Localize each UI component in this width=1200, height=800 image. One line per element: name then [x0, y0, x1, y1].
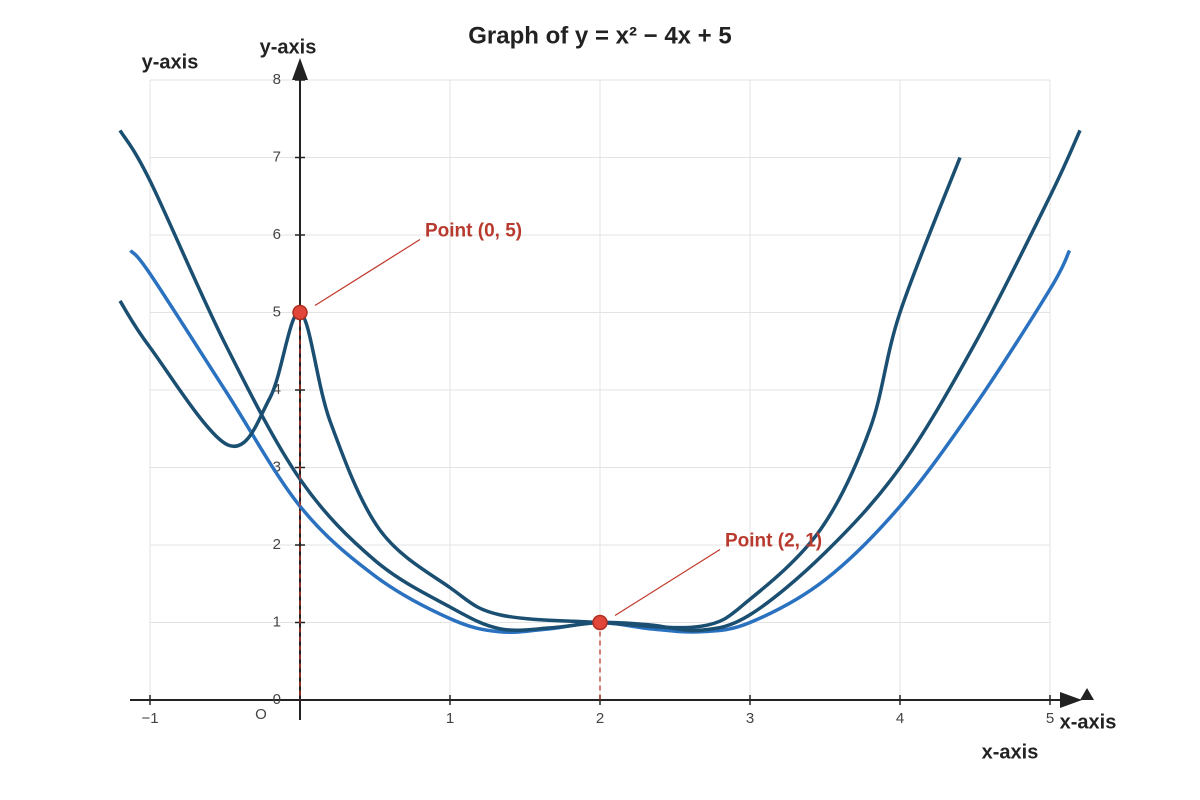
y-tick-label: 7: [273, 148, 281, 165]
y-tick-label: 1: [273, 613, 281, 630]
y-tick-label: 8: [273, 71, 281, 88]
x-tick-label: 4: [896, 710, 904, 727]
x-tick-label: −1: [141, 710, 158, 727]
chart-title: Graph of y = x² − 4x + 5: [468, 22, 731, 49]
point: [292, 304, 308, 321]
y-tick-label: 4: [273, 381, 281, 398]
x-tick-label: 5: [1046, 710, 1054, 727]
x-tick-label: 1: [446, 710, 454, 727]
annotation: Point (2, 1): [725, 531, 822, 552]
point: [592, 614, 608, 631]
x-arrow: [1060, 692, 1082, 708]
y-arrow: [292, 58, 308, 80]
curve: [118, 156, 962, 630]
grid: [149, 79, 1051, 701]
x-axis-label: x-axis: [1060, 711, 1117, 733]
x-axis-label: x-axis: [982, 741, 1039, 763]
y-tick-label: 5: [273, 303, 281, 320]
y-axis-label: y-axis: [142, 51, 199, 73]
x-tick-label: 2: [596, 710, 604, 727]
x-arrow: [1080, 688, 1094, 700]
y-tick-label: 0: [273, 691, 281, 708]
y-axis-label: y-axis: [260, 36, 317, 58]
origin-label: O: [255, 706, 267, 723]
leader-line: [314, 238, 421, 307]
y-tick-label: 2: [273, 536, 281, 553]
y-tick-label: 3: [273, 458, 281, 475]
y-tick-label: 6: [273, 226, 281, 243]
x-tick-label: 3: [746, 710, 754, 727]
annotation: Point (0, 5): [425, 221, 522, 242]
leader-line: [614, 548, 721, 617]
